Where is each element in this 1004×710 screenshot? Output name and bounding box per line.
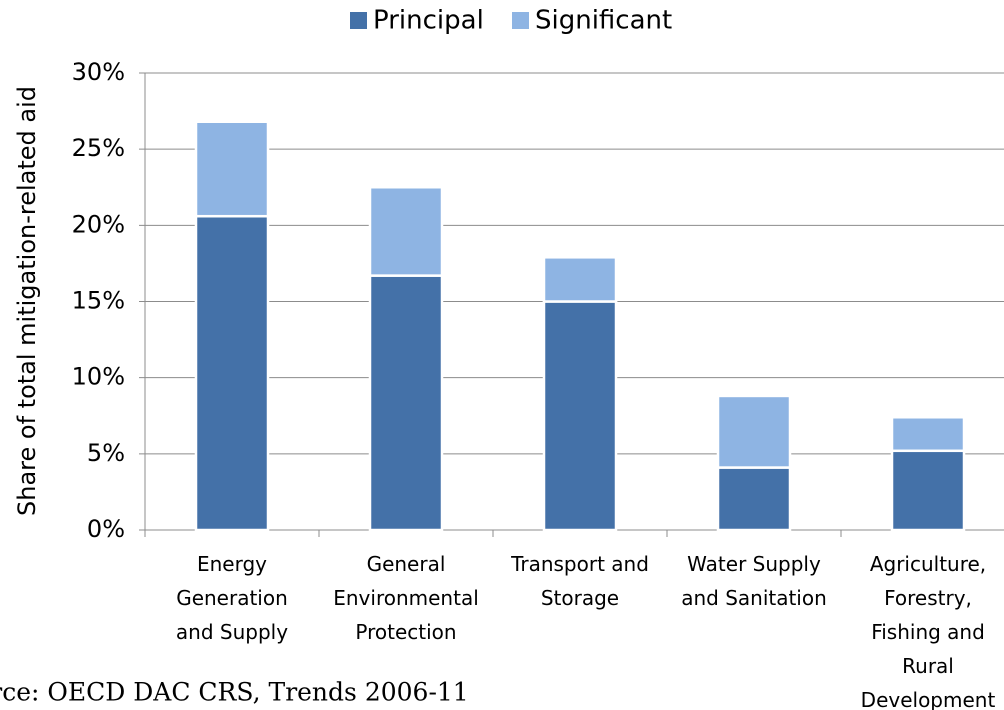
bar-segment (368, 186, 444, 277)
x-tick-label-line: General (367, 552, 446, 576)
x-tick-label-line: Agriculture, (870, 552, 986, 576)
bar-segment (716, 466, 792, 532)
legend-label: Principal (373, 6, 484, 36)
y-tick-label: 10% (72, 363, 125, 391)
x-tick-label-line: and Supply (176, 620, 288, 644)
bar-segment (542, 256, 618, 303)
bar-segment (542, 300, 618, 532)
bar-segment (194, 120, 270, 218)
y-tick-label: 25% (72, 134, 125, 162)
y-tick-label: 5% (87, 439, 125, 467)
x-tick-label-line: Fishing and (871, 620, 985, 644)
x-tick-label-line: Water Supply (687, 552, 821, 576)
bar-segment (716, 394, 792, 469)
x-tick-label-line: Generation (176, 586, 288, 610)
bar-segment (368, 274, 444, 532)
x-tick-label-line: Storage (541, 586, 619, 610)
x-tick-label: Agriculture, Forestry, Fishing and Rural Dev… (861, 552, 996, 710)
x-tick-label: Water Supply and Sanitation (681, 552, 827, 610)
y-tick-label: 20% (72, 210, 125, 238)
legend-swatch (350, 12, 367, 29)
bar-segment (194, 214, 270, 532)
y-tick-label: 0% (87, 515, 125, 543)
x-tick-label: Transport and Storage (510, 552, 649, 610)
x-tick-label-line: Development (861, 688, 996, 710)
x-tick-label-line: Transport and (510, 552, 649, 576)
x-tick-label-line: Rural (902, 654, 954, 678)
y-tick-label: 15% (72, 287, 125, 315)
bar-segment (890, 449, 966, 532)
x-tick-label-line: Protection (355, 620, 456, 644)
legend-swatch (512, 12, 529, 29)
x-tick-label: General Environmental Protection (333, 552, 479, 644)
source-note: Source: OECD DAC CRS, Trends 2006-11 (0, 678, 469, 707)
x-tick-label-line: and Sanitation (681, 586, 827, 610)
bar-segment (890, 416, 966, 453)
x-tick-label-line: Energy (197, 552, 267, 576)
x-tick-label-line: Environmental (333, 586, 479, 610)
x-tick-label-line: Forestry, (884, 586, 972, 610)
y-axis-label: Share of total mitigation-related aid (13, 86, 41, 516)
legend-label: Significant (535, 6, 672, 36)
y-tick-label: 30% (72, 58, 125, 86)
x-tick-label: Energy Generation and Supply (176, 552, 288, 644)
